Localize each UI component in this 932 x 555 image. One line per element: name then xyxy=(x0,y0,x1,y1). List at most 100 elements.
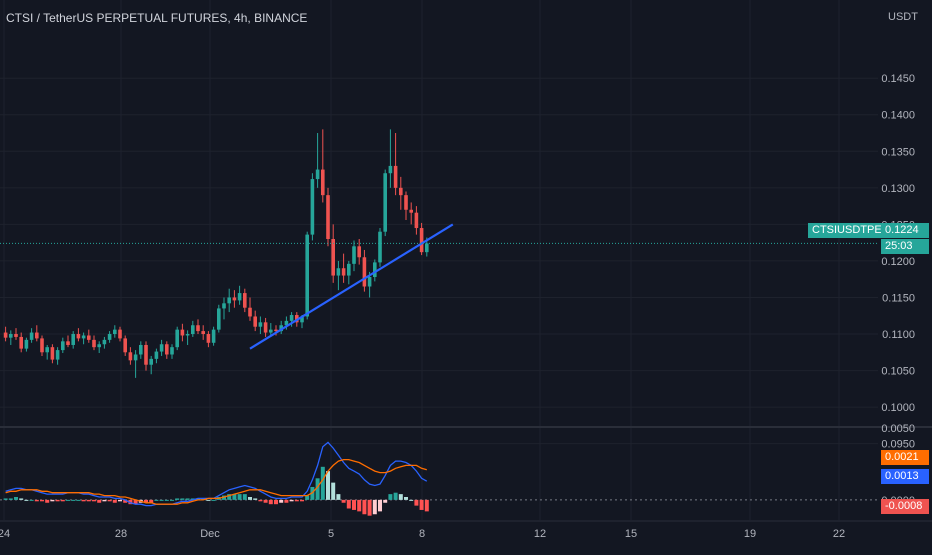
candle-body xyxy=(9,334,13,338)
macd-histogram-bar xyxy=(305,495,310,500)
macd-histogram-bar xyxy=(326,471,330,500)
macd-histogram-bar xyxy=(185,498,190,500)
macd-histogram-bar xyxy=(300,499,304,502)
macd-y-tick-label: 0.0050 xyxy=(881,423,915,435)
macd-histogram-bar xyxy=(55,499,60,502)
candle-body xyxy=(191,325,195,335)
candle-body xyxy=(404,195,408,210)
y-tick-label: 0.1100 xyxy=(882,329,915,341)
macd-histogram-bar xyxy=(118,499,122,502)
macd-histogram-bar xyxy=(19,498,24,500)
macd-histogram-bar xyxy=(242,494,247,500)
macd-histogram-bar xyxy=(336,494,341,500)
macd-histogram-bar xyxy=(60,499,65,502)
candle-body xyxy=(14,334,18,337)
candle-body xyxy=(66,341,70,345)
candle-body xyxy=(35,332,39,339)
macd-histogram-bar xyxy=(367,499,372,516)
candle-body xyxy=(253,316,257,327)
macd-histogram-bar xyxy=(149,499,154,503)
candle-body xyxy=(97,344,101,348)
candle-body xyxy=(300,316,304,323)
candle-body xyxy=(315,169,320,180)
y-tick-label: 0.1000 xyxy=(881,402,915,414)
last-price-tag: 0.1224 xyxy=(881,223,929,238)
candle-body xyxy=(55,350,60,360)
candle-body xyxy=(295,315,299,323)
candle-body xyxy=(139,344,143,355)
macd-histogram-bar xyxy=(279,499,284,503)
candle-body xyxy=(414,212,419,229)
macd-histogram-bar xyxy=(378,499,382,512)
macd-histogram-bar xyxy=(232,494,237,500)
candle-body xyxy=(180,329,185,336)
macd-histogram-bar xyxy=(222,495,226,500)
candle-body xyxy=(310,179,315,235)
macd-histogram-bar xyxy=(346,499,351,509)
candle-body xyxy=(357,246,361,258)
candle-body xyxy=(149,358,153,365)
macd-histogram-bar xyxy=(45,499,50,503)
macd-histogram-bar xyxy=(341,499,346,503)
macd-histogram-bar xyxy=(388,494,393,500)
currency-label: USDT xyxy=(888,11,918,23)
candle-body xyxy=(352,246,356,264)
x-tick-label: Dec xyxy=(200,528,220,540)
candle-body xyxy=(113,329,117,335)
macd-histogram-bar xyxy=(66,499,70,501)
candle-body xyxy=(321,169,325,196)
candle-body xyxy=(367,277,372,287)
macd-histogram-bar xyxy=(263,499,268,503)
candle-body xyxy=(170,347,174,355)
macd-histogram-bar xyxy=(211,499,216,501)
macd-histogram-bar xyxy=(123,499,128,503)
candle-body xyxy=(289,315,294,321)
candle-body xyxy=(227,297,231,304)
x-tick-label: 12 xyxy=(534,528,546,540)
macd-histogram-bar xyxy=(71,499,76,501)
candle-body xyxy=(336,268,341,276)
candle-body xyxy=(133,354,138,361)
candle-body xyxy=(269,329,273,333)
macd-histogram-bar xyxy=(409,499,414,501)
signal-line xyxy=(5,458,427,505)
candle-body xyxy=(102,339,107,345)
candle-body xyxy=(217,308,221,330)
macd-histogram-bar xyxy=(102,499,107,502)
candle-body xyxy=(383,173,387,232)
macd-histogram-bar xyxy=(112,499,117,503)
candle-body xyxy=(373,262,377,278)
macd-histogram-bar xyxy=(154,499,159,501)
candle-body xyxy=(19,336,23,349)
macd-histogram-bar xyxy=(34,499,39,502)
y-tick-label: 0.1450 xyxy=(881,73,915,85)
macd-histogram-bar xyxy=(404,497,408,500)
candle-body xyxy=(24,339,29,349)
candle-body xyxy=(419,228,424,253)
trendline xyxy=(249,223,454,350)
countdown-tag: 25:03 xyxy=(881,239,929,254)
candle-body xyxy=(388,165,393,174)
macd-histogram-bar xyxy=(237,494,242,500)
y-tick-label: 0.1050 xyxy=(881,366,915,378)
candle-body xyxy=(107,334,112,340)
macd-histogram-bar xyxy=(393,492,398,500)
macd-histogram-tag: -0.0008 xyxy=(881,499,929,514)
macd-histogram-bar xyxy=(258,499,263,502)
x-tick-label: 24 xyxy=(0,528,10,540)
candle-body xyxy=(399,187,403,196)
macd-histogram-bar xyxy=(170,499,174,501)
candle-body xyxy=(305,234,309,317)
candle-body xyxy=(243,293,247,308)
candle-body xyxy=(159,344,164,352)
y-tick-label: 0.1200 xyxy=(881,256,915,268)
macd-histogram-bar xyxy=(92,499,96,502)
macd-histogram-bar xyxy=(3,498,8,500)
macd-histogram-bar xyxy=(289,499,294,502)
macd-histogram-bar xyxy=(331,482,336,500)
y-tick-label: 0.1350 xyxy=(881,146,915,158)
macd-histogram-bar xyxy=(8,498,13,500)
macd-histogram-bar xyxy=(414,499,419,506)
